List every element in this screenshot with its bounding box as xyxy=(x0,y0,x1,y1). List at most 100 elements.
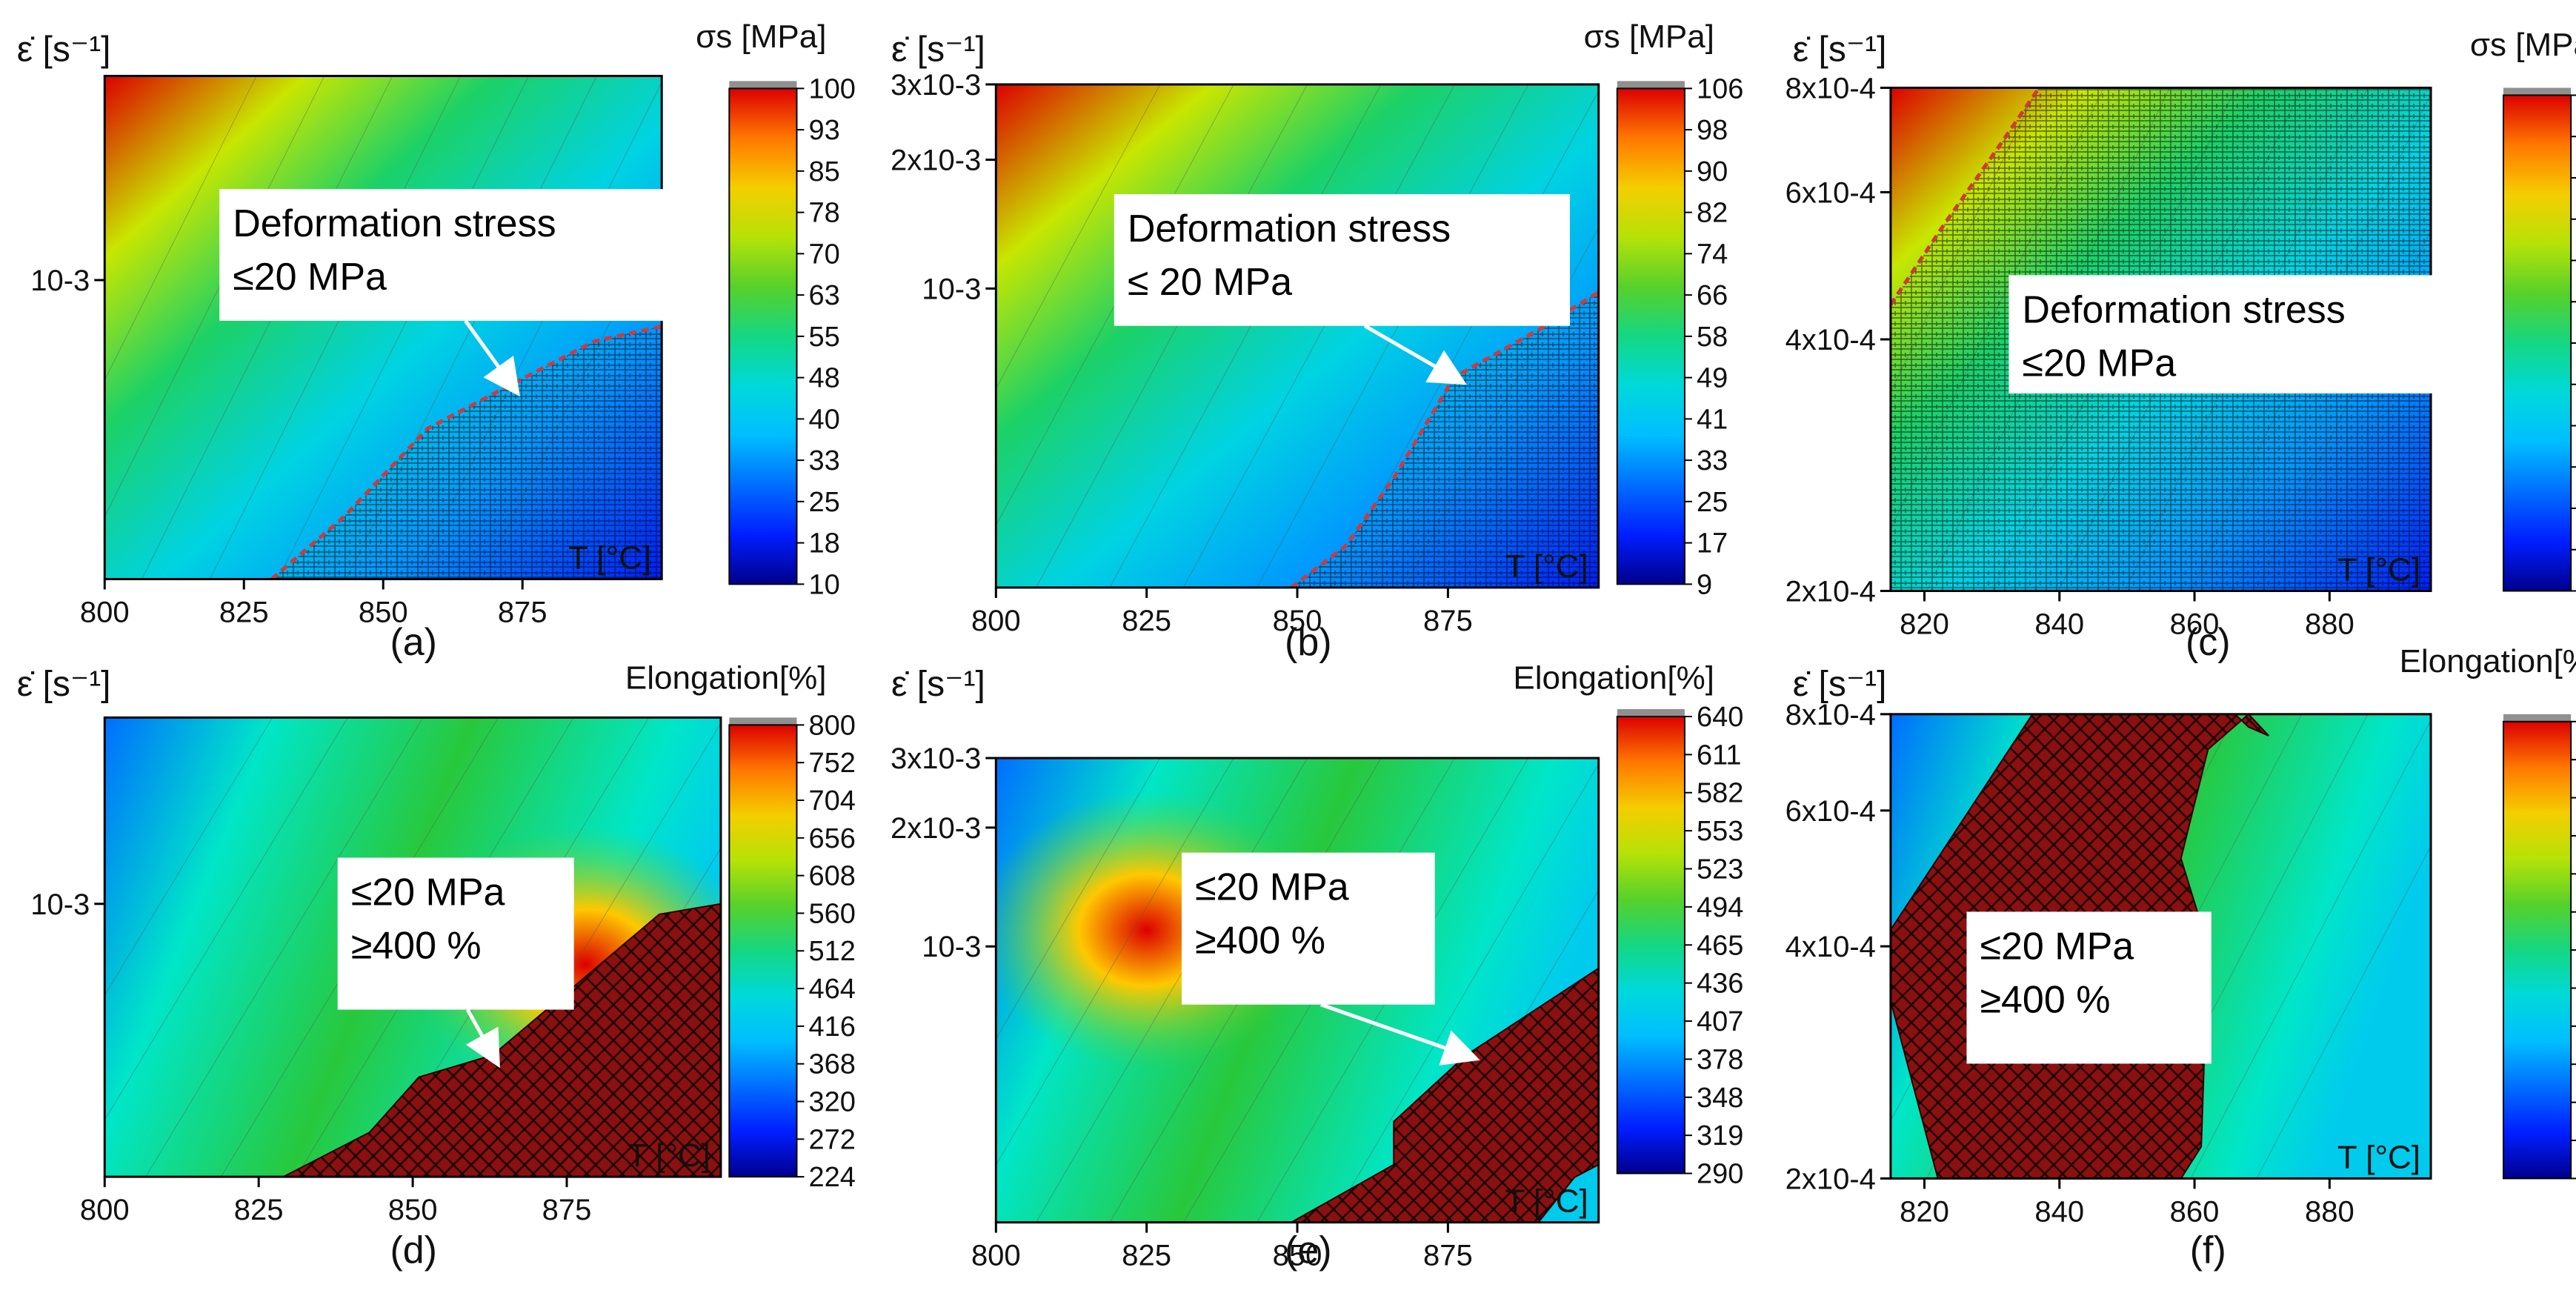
colorbar-tick-label: 106 xyxy=(1697,73,1743,104)
colorbar-tick-label: 70 xyxy=(808,239,839,270)
colorbar-scale xyxy=(1616,715,1685,1174)
contour-line xyxy=(1257,84,1529,588)
y-axis-label: ε̇ [s⁻¹] xyxy=(891,30,985,69)
colorbar-tick-label: 319 xyxy=(1697,1120,1743,1152)
colorbar-top-cap xyxy=(2503,87,2572,96)
colorbar-top-cap xyxy=(2503,714,2572,722)
colorbar-tick-label: 582 xyxy=(1697,778,1743,809)
x-tick-label: 800 xyxy=(80,1194,130,1226)
x-tick-label: 825 xyxy=(1122,1240,1171,1272)
colorbar-tick-label: 608 xyxy=(808,861,855,892)
x-axis-label: T [°C] xyxy=(1505,1183,1588,1220)
colorbar-tick-label: 93 xyxy=(808,115,839,146)
colorbar-tick-label: 560 xyxy=(808,898,855,929)
colorbar-tick-label: 9 xyxy=(1697,569,1712,600)
contour-line xyxy=(996,758,1234,1166)
annotation-box xyxy=(1181,852,1435,1005)
colorbar-tick-label: 611 xyxy=(1697,740,1742,771)
annotation-box xyxy=(337,857,574,1010)
colorbar-tick-label: 464 xyxy=(808,974,855,1005)
contour-line xyxy=(104,717,273,997)
panel-a: 800 825 850 875 10-3 ε̇ [s⁻¹] T [°C] 100 93 85 78 7… xyxy=(17,19,856,664)
panel-e: 800 825 850 875 3x10-3 2x10-3 10-3 ε̇ [s⁻¹] T [°… xyxy=(891,660,1743,1272)
panel-label: (a) xyxy=(390,621,437,664)
x-tick-label: 850 xyxy=(1273,1240,1322,1272)
colorbar-tick-label: 416 xyxy=(808,1011,855,1043)
x-tick-label: 880 xyxy=(2305,1195,2354,1228)
contour-line xyxy=(1330,762,1599,1223)
contour-line xyxy=(145,717,424,1177)
y-tick-label: 10-3 xyxy=(922,931,981,963)
colorbar-scale xyxy=(2503,720,2572,1180)
colorbar-tick-label: 82 xyxy=(1697,198,1728,229)
annotation-box xyxy=(1114,194,1571,326)
colorbar-tick-label: 320 xyxy=(808,1086,855,1117)
x-axis-label: T [°C] xyxy=(1505,548,1588,585)
x-tick-label: 850 xyxy=(388,1194,438,1226)
panel-c: 820 840 860 880 8x10-4 6x10-4 4x10-4 2x10-4 ε̇ [… xyxy=(1785,27,2576,664)
x-tick-label: 825 xyxy=(234,1194,284,1226)
colorbar-tick-label: 553 xyxy=(1697,816,1743,847)
annotation-line: ≤20 MPa xyxy=(2022,342,2176,385)
colorbar: 100 93 85 78 70 63 55 48 40 33 25 18 10 σs [MPa] xyxy=(696,19,856,601)
contour-line xyxy=(209,76,462,579)
x-tick-label: 850 xyxy=(359,596,408,629)
colorbar-tick-label: 368 xyxy=(808,1049,855,1080)
colorbar-tick-label: 348 xyxy=(1697,1083,1743,1114)
colorbar-tick-label: 74 xyxy=(1697,239,1728,270)
colorbar-tick-label: 407 xyxy=(1697,1006,1743,1037)
contour-line xyxy=(1109,84,1382,588)
x-axis-label: T [°C] xyxy=(2337,551,2420,588)
x-tick-label: 800 xyxy=(971,1240,1021,1272)
colorbar-tick-label: 704 xyxy=(808,785,855,817)
heatmap-field xyxy=(996,84,1599,588)
annotation-line: Deformation stress xyxy=(233,202,556,245)
annotation-line: ≤20 MPa xyxy=(1195,866,1349,909)
colorbar-tick-label: 272 xyxy=(808,1124,855,1155)
y-tick-label: 3x10-3 xyxy=(891,69,981,102)
colorbar-top-cap xyxy=(1617,708,1685,717)
x-tick-label: 875 xyxy=(1423,1240,1473,1272)
colorbar-tick-label: 25 xyxy=(1697,487,1728,518)
colorbar-tick-label: 55 xyxy=(808,322,839,353)
contour-line xyxy=(1036,758,1308,1223)
contour-line xyxy=(104,76,325,519)
contour-line xyxy=(2190,719,2432,1179)
panel-label: (c) xyxy=(2186,621,2231,664)
x-tick-label: 820 xyxy=(1900,1195,1949,1228)
colorbar-tick-label: 66 xyxy=(1697,280,1728,311)
x-tick-label: 825 xyxy=(219,596,269,629)
colorbar-tick-label: 465 xyxy=(1697,930,1743,961)
y-axis-label: ε̇ [s⁻¹] xyxy=(1793,30,1887,69)
colorbar-tick-label: 48 xyxy=(808,363,839,394)
colorbar-scale xyxy=(1616,87,1685,585)
colorbar-tick-label: 752 xyxy=(808,748,855,779)
colorbar-top-cap xyxy=(729,717,797,725)
colorbar-scale xyxy=(2503,94,2572,592)
y-tick-label: 6x10-4 xyxy=(1785,795,1876,828)
colorbar-tick-label: 78 xyxy=(808,198,839,229)
x-axis-label: T [°C] xyxy=(2337,1139,2420,1175)
colorbar: 800 752 704 656 608 560 512 464 416 368 320 272 224 E… xyxy=(625,660,856,1193)
y-axis-label: ε̇ [s⁻¹] xyxy=(1793,665,1887,704)
annotation-box xyxy=(1966,911,2211,1064)
x-tick-label: 880 xyxy=(2305,608,2354,640)
x-tick-label: 820 xyxy=(1900,608,1949,640)
y-tick-label: 3x10-3 xyxy=(891,742,981,775)
colorbar-title: Elongation[%] xyxy=(625,660,827,697)
panel-label: (b) xyxy=(1285,621,1332,664)
panel-d: 800 825 850 875 10-3 ε̇ [s⁻¹] T [°C] 800 752 704 6… xyxy=(17,660,856,1272)
colorbar-title: Elongation[%] xyxy=(1513,660,1714,697)
y-tick-label: 4x10-4 xyxy=(1785,931,1876,963)
annotation: ≤20 MPa ≥400 % xyxy=(337,857,574,1069)
panel-label: (d) xyxy=(390,1229,437,1272)
x-axis-label: T [°C] xyxy=(568,540,651,576)
annotation-arrow xyxy=(464,319,520,397)
annotation-arrow xyxy=(1363,324,1467,385)
y-tick-label: 2x10-4 xyxy=(1785,575,1876,608)
contour-line xyxy=(996,84,1234,527)
colorbar-tick-label: 17 xyxy=(1697,528,1728,559)
annotation-arrow xyxy=(465,1008,500,1069)
